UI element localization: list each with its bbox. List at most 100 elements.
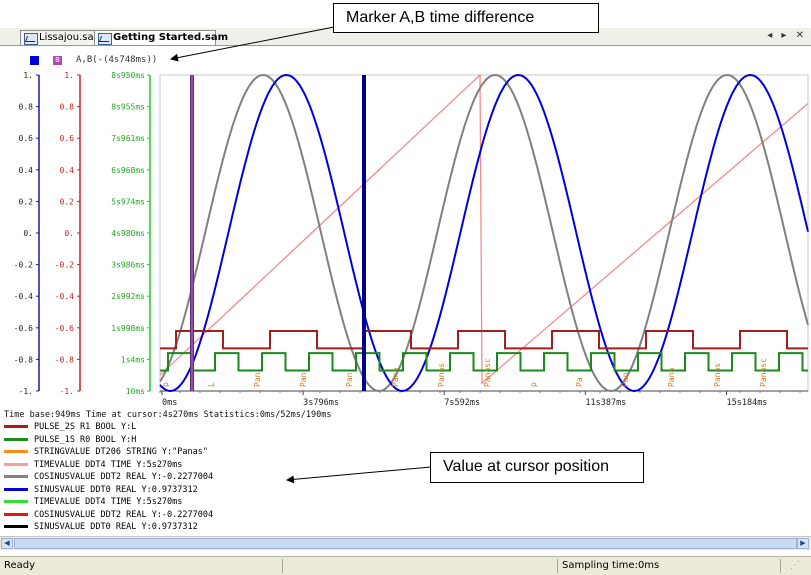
y-tick-label-black: 0. — [23, 229, 33, 238]
status-bar: Ready Sampling time:0ms ⋰ — [0, 556, 811, 575]
y-tick-label-green: 1s998ms — [111, 324, 145, 333]
x-tick-label: 0ms — [162, 398, 177, 408]
string-value-label: Pan — [299, 372, 308, 387]
trace-color-swatch — [4, 487, 28, 491]
string-value-label: p — [161, 382, 170, 387]
tab-getting-started[interactable]: Getting Started.sam — [94, 30, 228, 45]
trace-row[interactable]: COSINUSVALUE DDT2 REAL Y:-0.2277004 — [4, 472, 213, 483]
pulse-2s-trace — [160, 329, 808, 350]
y-tick-label-red: 0.4 — [60, 166, 75, 175]
y-tick-label-green: 1s4ms — [121, 355, 145, 364]
trace-row[interactable]: PULSE_2S R1 BOOL Y:L — [4, 422, 136, 433]
y-tick-label-black: 0.2 — [19, 197, 34, 206]
y-tick-label-green: 8s950ms — [111, 71, 145, 80]
trace-text: SINUSVALUE DDT0 REAL Y:0.9737312 — [34, 484, 198, 495]
y-tick-label-red: 0. — [64, 229, 74, 238]
trace-row[interactable]: SINUSVALUE DDT0 REAL Y:0.9737312 — [4, 522, 198, 533]
string-value-label: Panasc — [759, 358, 768, 387]
plot-frame — [159, 74, 809, 392]
y-tick-label-red: -0.2 — [55, 261, 74, 270]
string-value-label: Pan — [253, 372, 262, 387]
trace-color-swatch — [4, 500, 28, 503]
x-tick-label: 11s387ms — [585, 398, 626, 408]
trace-row[interactable]: TIMEVALUE DDT4 TIME Y:5s270ms — [4, 460, 182, 471]
tab-label: Getting Started.sam — [113, 32, 229, 43]
string-value-label: Pan — [345, 372, 354, 387]
trace-text: TIMEVALUE DDT4 TIME Y:5s270ms — [34, 459, 183, 470]
cosine-trace — [159, 73, 809, 393]
y-tick-label-black: 0.6 — [19, 134, 34, 143]
trace-color-swatch — [4, 450, 28, 453]
tab-lissajou[interactable]: Lissajou.sam — [20, 30, 103, 45]
string-value-label: Pana — [667, 368, 676, 387]
sine-trace — [159, 73, 809, 393]
y-tick-label-red: -0.6 — [55, 324, 74, 333]
trace-text: TIMEVALUE DDT4 TIME Y:5s270ms — [34, 497, 183, 507]
y-tick-label-red: 0.2 — [60, 197, 75, 206]
y-tick-label-green: 7s961ms — [111, 134, 145, 143]
status-sampling-time: Sampling time:0ms — [562, 560, 660, 571]
timebase-readout: Time base:949ms Time at cursor:4s270ms S… — [4, 410, 332, 420]
trace-color-swatch — [4, 475, 28, 478]
trace-row[interactable]: SINUSVALUE DDT0 REAL Y:0.9737312 — [4, 485, 198, 496]
cursor-b — [362, 75, 366, 391]
scrollbar-thumb[interactable] — [14, 538, 797, 549]
x-tick-label: 7s592ms — [444, 398, 480, 408]
trace-text: SINUSVALUE DDT0 REAL Y:0.9737312 — [34, 522, 198, 532]
resize-grip-icon[interactable]: ⋰ — [790, 560, 800, 571]
tab-navigation[interactable]: ◂ ▸ ✕ — [767, 30, 807, 41]
trace-color-swatch — [4, 425, 28, 428]
trace-text: PULSE_1S R0 BOOL Y:H — [34, 434, 137, 445]
y-tick-label-black: -1. — [19, 387, 33, 396]
trace-row[interactable]: PULSE_1S R0 BOOL Y:H — [4, 435, 136, 446]
string-value-label: Pan — [621, 372, 630, 387]
y-tick-label-red: -0.4 — [55, 292, 74, 301]
string-value-label: p — [529, 382, 538, 387]
string-value-label: Pa — [575, 377, 584, 387]
y-tick-label-green: 3s986ms — [111, 261, 145, 270]
trace-color-swatch — [4, 525, 28, 528]
y-tick-label-green: 6s968ms — [111, 166, 145, 175]
y-tick-label-green: 2s992ms — [111, 292, 145, 301]
trace-text: STRINGVALUE DT206 STRING Y:"Panas" — [34, 447, 208, 457]
callout-cursor: Value at cursor position — [430, 452, 644, 483]
horizontal-scrollbar[interactable]: ◀ ▶ — [0, 536, 811, 550]
marker-b-swatch[interactable]: B — [53, 56, 62, 65]
string-value-label: Panas — [713, 363, 722, 387]
string-value-label: Panas — [437, 363, 446, 387]
tab-label: Lissajou.sam — [39, 32, 104, 43]
string-value-label: L — [207, 382, 216, 387]
pulse-1s-trace — [160, 352, 808, 372]
y-tick-label-black: 1. — [23, 71, 33, 80]
marker-time-difference: A,B(-(4s748ms)) — [76, 55, 158, 65]
signal-plot[interactable]: 1.0.80.60.40.20.-0.2-0.4-0.6-0.8-1.1.0.8… — [0, 46, 811, 408]
y-tick-label-green: 4s980ms — [111, 229, 145, 238]
trace-color-swatch — [4, 462, 28, 466]
x-tick-label: 3s796ms — [303, 398, 339, 408]
trace-text: COSINUSVALUE DDT2 REAL Y:-0.2277004 — [34, 509, 214, 520]
y-tick-label-black: -0.2 — [14, 261, 33, 270]
y-tick-label-black: -0.8 — [14, 355, 33, 364]
trace-color-swatch — [4, 437, 28, 441]
trace-row[interactable]: TIMEVALUE DDT4 TIME Y:5s270ms — [4, 497, 182, 508]
traces — [159, 73, 809, 393]
tick-labels: 1.0.80.60.40.20.-0.2-0.4-0.6-0.8-1.1.0.8… — [14, 71, 768, 408]
y-tick-label-black: 0.8 — [19, 103, 34, 112]
y-tick-label-black: -0.6 — [14, 324, 33, 333]
trace-row[interactable]: STRINGVALUE DT206 STRING Y:"Panas" — [4, 447, 208, 458]
x-tick-label: 15s184ms — [726, 398, 767, 408]
y-tick-label-red: -1. — [60, 387, 74, 396]
chart-file-icon — [24, 33, 38, 45]
scroll-right-button[interactable]: ▶ — [797, 538, 809, 549]
trace-row[interactable]: COSINUSVALUE DDT2 REAL Y:-0.2277004 — [4, 510, 213, 521]
y-tick-label-black: -0.4 — [14, 292, 33, 301]
trace-text: PULSE_2S R1 BOOL Y:L — [34, 422, 137, 432]
y-tick-label-green: 5s974ms — [111, 197, 145, 206]
scroll-left-button[interactable]: ◀ — [1, 538, 13, 549]
marker-a-swatch[interactable] — [30, 56, 39, 65]
y-tick-label-green: 8s955ms — [111, 103, 145, 112]
callout-marker: Marker A,B time difference — [333, 3, 599, 33]
string-value-label: Panasc — [483, 358, 492, 387]
string-value-label: Pana — [391, 368, 400, 387]
y-tick-label-red: 0.8 — [60, 103, 75, 112]
